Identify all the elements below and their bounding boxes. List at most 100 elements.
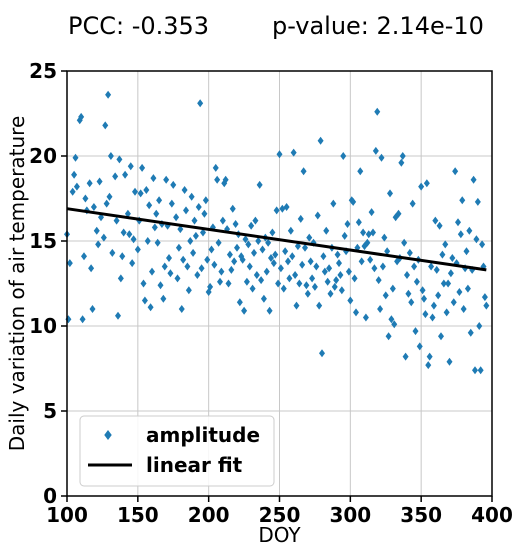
fit-layer xyxy=(66,207,487,272)
data-point xyxy=(161,262,168,271)
data-point xyxy=(347,296,354,305)
x-tick-label: 200 xyxy=(188,503,230,527)
data-point xyxy=(166,254,172,262)
data-point xyxy=(188,192,195,201)
data-point xyxy=(86,179,93,188)
data-point xyxy=(120,228,127,237)
data-point xyxy=(324,277,331,286)
data-point xyxy=(450,298,457,307)
data-point xyxy=(252,216,259,225)
data-point xyxy=(163,175,170,184)
data-point xyxy=(331,282,338,291)
data-point xyxy=(275,279,282,288)
data-point xyxy=(229,204,236,213)
data-point xyxy=(316,301,323,310)
data-point xyxy=(341,231,348,240)
data-point xyxy=(190,248,197,257)
data-point xyxy=(137,189,144,198)
data-point xyxy=(157,281,164,290)
data-point xyxy=(430,301,437,310)
data-point xyxy=(272,250,279,259)
data-point xyxy=(384,247,391,256)
data-point xyxy=(259,245,266,254)
data-point xyxy=(337,271,344,279)
data-point xyxy=(81,252,87,261)
data-point xyxy=(326,264,333,273)
data-point xyxy=(266,306,273,315)
data-point xyxy=(314,211,321,220)
data-point xyxy=(90,203,97,211)
data-point xyxy=(277,264,284,273)
data-point xyxy=(178,305,185,313)
data-point xyxy=(194,271,201,279)
data-point xyxy=(140,279,147,288)
data-point xyxy=(268,254,274,262)
data-point xyxy=(191,216,198,225)
data-point xyxy=(481,293,488,302)
legend: amplitude linear fit xyxy=(79,415,275,487)
data-point xyxy=(452,167,459,176)
data-point xyxy=(225,279,232,288)
x-axis-label: DOY xyxy=(258,523,301,547)
data-point xyxy=(399,152,406,160)
data-point xyxy=(334,250,341,259)
data-point xyxy=(418,182,425,191)
data-point xyxy=(175,243,182,252)
data-point xyxy=(330,199,337,208)
data-point xyxy=(141,296,148,305)
data-point xyxy=(309,274,316,283)
data-point xyxy=(95,240,102,249)
data-point xyxy=(129,259,136,268)
data-point xyxy=(364,238,371,247)
data-point xyxy=(154,238,161,247)
data-point xyxy=(311,282,318,291)
data-point xyxy=(439,250,446,259)
data-point xyxy=(208,245,215,254)
data-point xyxy=(102,121,109,130)
data-point xyxy=(173,213,180,222)
data-point xyxy=(109,248,116,257)
data-point xyxy=(317,136,324,145)
data-point xyxy=(124,209,131,218)
data-point xyxy=(139,163,146,172)
data-point xyxy=(197,99,204,108)
data-point xyxy=(280,284,287,293)
pvalue-label: p-value: 2.14e-10 xyxy=(272,12,484,40)
data-point xyxy=(242,235,249,244)
data-point xyxy=(432,216,439,225)
data-point xyxy=(353,308,359,317)
data-point xyxy=(463,247,470,256)
data-point xyxy=(270,259,277,268)
legend-label-linear-fit: linear fit xyxy=(146,453,243,477)
data-point xyxy=(239,255,246,264)
data-point xyxy=(300,167,307,176)
data-point xyxy=(319,349,325,358)
data-point xyxy=(440,279,447,288)
x-tick-label: 250 xyxy=(259,503,301,527)
data-point xyxy=(96,177,103,186)
data-point xyxy=(429,313,436,322)
data-point xyxy=(436,221,443,230)
y-axis-label: Daily variation of air temperature xyxy=(5,116,29,452)
data-point xyxy=(303,281,310,290)
data-point xyxy=(377,305,384,313)
data-point xyxy=(425,361,432,370)
data-point xyxy=(457,230,464,239)
data-point xyxy=(374,107,381,116)
data-point xyxy=(100,233,107,242)
y-tick-label: 20 xyxy=(29,144,57,168)
data-point xyxy=(79,315,86,324)
data-point xyxy=(466,226,473,235)
data-point xyxy=(345,267,352,276)
data-point xyxy=(187,237,194,245)
data-points xyxy=(64,90,490,375)
data-point xyxy=(116,155,123,164)
data-point xyxy=(69,187,76,196)
data-point xyxy=(212,163,219,172)
data-point xyxy=(388,315,395,324)
data-point xyxy=(147,303,154,312)
data-point xyxy=(445,279,452,288)
y-tick-label: 5 xyxy=(43,399,57,423)
data-point xyxy=(245,240,252,249)
